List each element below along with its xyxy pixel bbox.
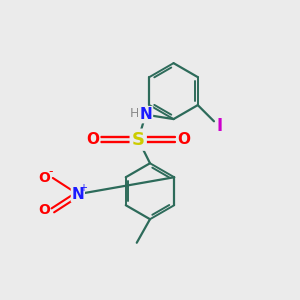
Text: S: S (132, 131, 145, 149)
Text: +: + (79, 183, 87, 193)
Text: N: N (71, 187, 84, 202)
Text: O: O (39, 171, 50, 185)
Text: H: H (130, 107, 139, 120)
Text: O: O (177, 132, 190, 147)
Text: O: O (87, 132, 100, 147)
Text: -: - (48, 165, 53, 178)
Text: N: N (139, 107, 152, 122)
Text: O: O (39, 203, 50, 218)
Text: I: I (217, 117, 223, 135)
